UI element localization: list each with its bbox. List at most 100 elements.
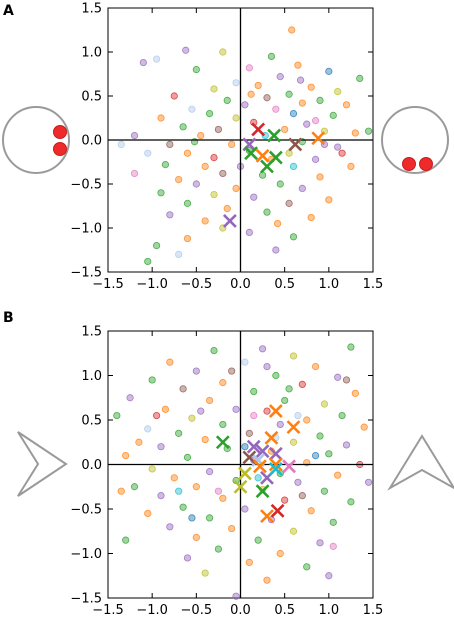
mean-marker xyxy=(255,444,270,459)
data-point xyxy=(258,171,267,179)
data-point xyxy=(307,83,315,91)
panel-b-plot: −1.5 1.5 −1.0 1.0 −0.5 0.5 0.0 0.0 0.5 −0.5 1.0 −1.… xyxy=(70,325,383,619)
data-point xyxy=(219,494,227,502)
data-point xyxy=(166,358,174,366)
data-point xyxy=(175,487,183,495)
data-point xyxy=(320,487,329,495)
mean-marker xyxy=(237,466,252,481)
y-tick-label: 0.5 xyxy=(81,90,102,105)
data-point xyxy=(192,483,200,491)
data-point xyxy=(152,242,161,250)
data-point xyxy=(210,154,218,162)
mean-marker xyxy=(244,146,259,161)
data-point xyxy=(334,143,342,151)
data-point xyxy=(311,155,320,163)
panel-a-label: A xyxy=(3,3,14,19)
data-point xyxy=(263,407,271,415)
data-point xyxy=(303,563,311,571)
data-point xyxy=(334,373,342,381)
data-point xyxy=(325,196,333,204)
data-point xyxy=(219,379,227,387)
data-point xyxy=(296,76,305,84)
data-point xyxy=(130,483,139,491)
data-point xyxy=(289,110,298,118)
data-point xyxy=(122,451,130,460)
data-point xyxy=(157,114,165,122)
data-point xyxy=(329,542,337,550)
data-point xyxy=(254,81,262,90)
data-point xyxy=(135,438,143,446)
data-point xyxy=(205,468,214,476)
mean-marker xyxy=(255,148,270,163)
data-point xyxy=(219,48,227,56)
right-pointing-chevron-arrow-icon xyxy=(17,431,68,497)
data-point xyxy=(148,376,156,384)
data-point xyxy=(285,149,293,157)
data-point xyxy=(360,423,368,431)
data-point xyxy=(285,90,293,98)
data-point xyxy=(316,173,324,181)
data-point xyxy=(201,435,209,444)
data-point xyxy=(325,450,333,458)
data-point xyxy=(130,169,139,178)
data-point xyxy=(245,558,253,567)
data-point xyxy=(183,149,192,157)
data-point xyxy=(166,140,174,148)
data-point xyxy=(289,352,298,360)
y-tick-label: 1.5 xyxy=(81,2,102,17)
mean-marker xyxy=(251,122,266,137)
data-point xyxy=(245,228,253,236)
data-point xyxy=(298,380,306,388)
panel-a-plot: −1.5 1.5 −1.0 1.0 −0.5 0.5 0.0 0.0 0.5 −0.5 1.0 −1.… xyxy=(70,2,383,293)
x-tick-label: 0.0 xyxy=(230,277,251,292)
panel-b-label: B xyxy=(3,310,14,326)
data-point xyxy=(285,199,293,207)
mean-marker xyxy=(268,446,283,461)
data-point xyxy=(192,533,200,542)
data-point xyxy=(241,443,249,451)
y-tick-label: 1.5 xyxy=(81,325,102,340)
data-point xyxy=(364,127,373,135)
data-point xyxy=(205,514,214,522)
data-point xyxy=(263,94,271,102)
data-point xyxy=(192,180,200,188)
data-point xyxy=(273,220,282,228)
data-point xyxy=(325,67,333,75)
data-point xyxy=(263,576,271,584)
data-point xyxy=(188,414,196,422)
data-point xyxy=(197,132,205,140)
data-point xyxy=(303,120,311,128)
y-tick-label: −1.5 xyxy=(70,266,102,281)
data-point xyxy=(334,88,342,96)
data-point xyxy=(183,554,192,562)
mean-marker xyxy=(311,131,326,146)
data-point xyxy=(289,438,298,446)
data-point xyxy=(157,189,165,197)
data-point xyxy=(325,572,333,580)
data-point xyxy=(311,117,320,125)
x-tick-label: −0.5 xyxy=(181,277,213,292)
mean-marker xyxy=(282,459,297,474)
data-point xyxy=(166,523,174,531)
data-point xyxy=(152,55,161,63)
data-point xyxy=(205,110,214,118)
mean-marker xyxy=(255,484,270,499)
y-tick-label: −0.5 xyxy=(70,178,102,193)
mean-marker xyxy=(260,159,274,174)
data-point xyxy=(139,58,147,67)
data-point xyxy=(276,420,284,429)
x-tick-label: 1.0 xyxy=(318,277,339,292)
data-point xyxy=(157,492,165,500)
data-point xyxy=(347,498,355,506)
data-point xyxy=(175,176,183,184)
data-point xyxy=(276,180,284,188)
data-point xyxy=(192,66,200,74)
mean-marker xyxy=(246,439,261,454)
data-point xyxy=(254,536,262,544)
data-point xyxy=(161,161,170,169)
data-point xyxy=(281,496,289,504)
data-point xyxy=(232,79,240,87)
data-point xyxy=(219,420,227,429)
data-point xyxy=(214,125,223,134)
y-tick-label: 1.0 xyxy=(81,369,102,384)
